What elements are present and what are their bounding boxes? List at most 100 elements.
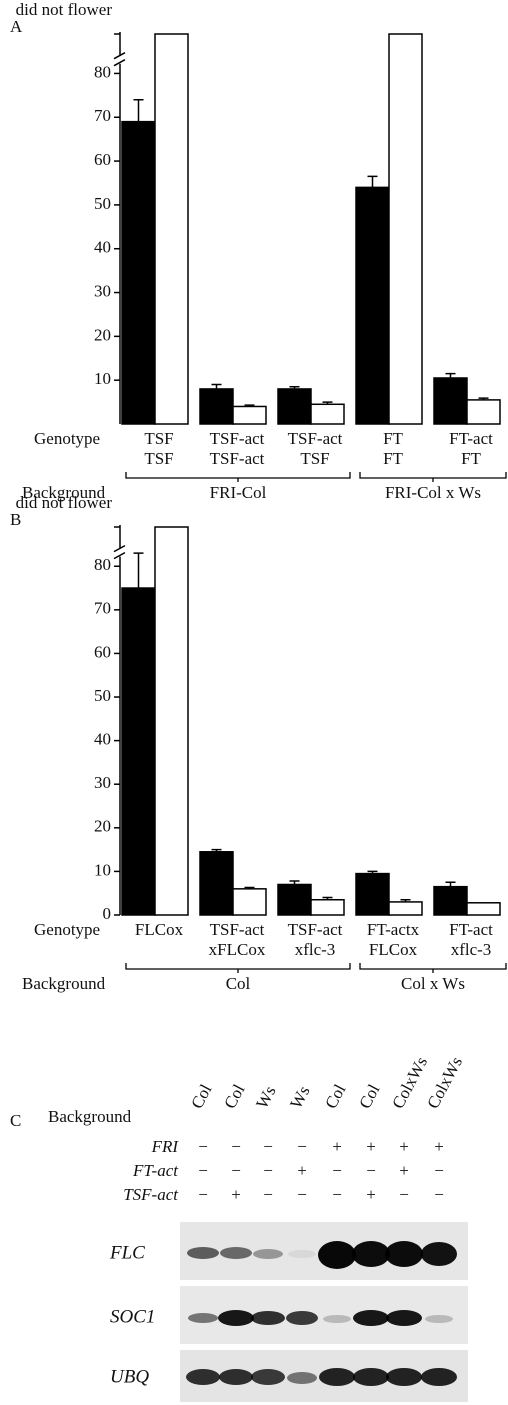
y-tick-label: 40 — [94, 238, 111, 257]
condition-mark: + — [332, 1137, 342, 1156]
genotype: xflc-3 — [295, 940, 336, 959]
genotype: FT-act — [449, 429, 493, 448]
genotype: TSF — [144, 449, 173, 468]
lane-label: Col — [187, 1081, 215, 1112]
genotype: TSF — [144, 429, 173, 448]
genotype: FT — [383, 449, 403, 468]
bar — [278, 389, 311, 424]
genotype: FLCox — [135, 920, 184, 939]
condition-label: FRI — [151, 1137, 180, 1156]
y-tick-label: 50 — [94, 194, 111, 213]
background: Col — [226, 974, 251, 993]
condition-mark: − — [434, 1185, 444, 1204]
y-tick-label: 70 — [94, 599, 111, 618]
y-tick-label: 40 — [94, 730, 111, 749]
bar — [200, 389, 233, 424]
bar — [311, 900, 344, 915]
bar — [311, 404, 344, 424]
condition-mark: − — [366, 1161, 376, 1180]
bar — [155, 527, 188, 915]
condition-mark: + — [366, 1185, 376, 1204]
genotype: TSF — [300, 449, 329, 468]
background: FRI-Col — [210, 483, 267, 502]
condition-mark: + — [399, 1161, 409, 1180]
condition-mark: + — [297, 1161, 307, 1180]
condition-label: FT-act — [132, 1161, 179, 1180]
bar — [389, 34, 422, 424]
y-tick-label: 80 — [94, 62, 111, 81]
y-tick-label: 70 — [94, 106, 111, 125]
blot-label: FLC — [109, 1242, 145, 1263]
error-bar — [134, 553, 144, 588]
background-label: Background — [48, 1107, 132, 1126]
condition-mark: − — [434, 1161, 444, 1180]
bar — [233, 406, 266, 424]
bracket — [126, 963, 350, 973]
figure: C Background FLC SOC1 UBQ A1020304050607… — [0, 0, 508, 1405]
genotype: FT — [383, 429, 403, 448]
condition-mark: − — [263, 1161, 273, 1180]
bar — [155, 34, 188, 424]
y-tick-label: did not flower — [0, 493, 112, 512]
y-tick-label: 20 — [94, 817, 111, 836]
blot-label: SOC1 — [110, 1306, 155, 1327]
condition-mark: − — [231, 1137, 241, 1156]
blot-images — [180, 1222, 468, 1402]
bar — [122, 122, 155, 424]
y-tick-label: did not flower — [0, 0, 112, 19]
blot-label: UBQ — [110, 1366, 149, 1387]
genotype: TSF-act — [210, 429, 265, 448]
condition-mark: − — [198, 1137, 208, 1156]
error-bar — [134, 100, 144, 122]
bracket — [360, 472, 506, 482]
bracket — [126, 472, 350, 482]
condition-mark: + — [399, 1137, 409, 1156]
panel-letter: C — [10, 1111, 21, 1130]
condition-mark: − — [231, 1161, 241, 1180]
y-tick-label: 10 — [94, 860, 111, 879]
genotype-label: Genotype — [34, 920, 100, 939]
genotype-label: Genotype — [34, 429, 100, 448]
y-tick-label: 60 — [94, 150, 111, 169]
bar — [233, 889, 266, 915]
error-bar — [368, 176, 378, 187]
condition-mark: − — [263, 1137, 273, 1156]
lane-label: Col — [321, 1081, 349, 1112]
condition-mark: − — [198, 1185, 208, 1204]
condition-mark: − — [332, 1185, 342, 1204]
bar — [356, 187, 389, 424]
bar — [356, 874, 389, 915]
y-tick-label: did not flower — [0, 0, 112, 42]
bar — [389, 902, 422, 915]
condition-mark: − — [399, 1185, 409, 1204]
lane-label: Ws — [286, 1083, 313, 1112]
condition-mark: − — [297, 1185, 307, 1204]
y-tick-label: did not flower — [0, 493, 112, 535]
genotype: FT-act — [449, 920, 493, 939]
condition-mark: − — [198, 1161, 208, 1180]
y-tick-label: 50 — [94, 686, 111, 705]
condition-label: TSF-act — [123, 1185, 179, 1204]
genotype: TSF-act — [210, 920, 265, 939]
condition-mark: + — [231, 1185, 241, 1204]
genotype: xFLCox — [209, 940, 266, 959]
bar — [467, 400, 500, 424]
lane-label: Ws — [252, 1083, 279, 1112]
y-tick-label: 30 — [94, 281, 111, 300]
genotype: TSF-act — [288, 429, 343, 448]
y-tick-label: 0 — [103, 904, 112, 923]
genotype: TSF-act — [288, 920, 343, 939]
genotype: FT-actx — [367, 920, 420, 939]
y-tick-label: 60 — [94, 642, 111, 661]
background-label: Background — [22, 974, 106, 993]
genotype: FLCox — [369, 940, 418, 959]
background: Col x Ws — [401, 974, 465, 993]
lane-label: Col — [220, 1081, 248, 1112]
genotype: xflc-3 — [451, 940, 492, 959]
bar — [434, 378, 467, 424]
lane-label: Col — [355, 1081, 383, 1112]
bar — [278, 884, 311, 915]
bracket — [360, 963, 506, 973]
genotype: TSF-act — [210, 449, 265, 468]
condition-mark: − — [332, 1161, 342, 1180]
